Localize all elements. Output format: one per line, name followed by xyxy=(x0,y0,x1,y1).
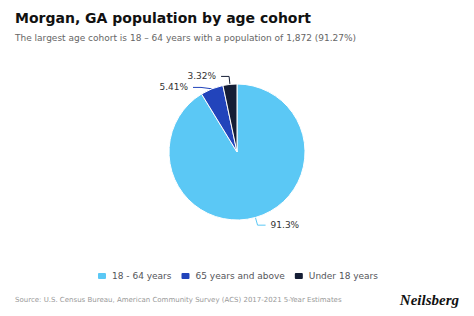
svg-text:91.3%: 91.3% xyxy=(271,220,300,230)
svg-text:5.41%: 5.41% xyxy=(159,82,188,92)
svg-text:3.32%: 3.32% xyxy=(187,71,216,81)
svg-text:Neilsberg: Neilsberg xyxy=(399,292,460,308)
svg-text:Morgan, GA population by age c: Morgan, GA population by age cohort xyxy=(15,10,311,26)
svg-text:65 years and above: 65 years and above xyxy=(195,271,285,281)
svg-text:Under 18 years: Under 18 years xyxy=(309,271,378,281)
svg-text:The largest age cohort is 18 –: The largest age cohort is 18 – 64 years … xyxy=(14,33,356,43)
svg-text:Source: U.S. Census Bureau, Am: Source: U.S. Census Bureau, American Com… xyxy=(15,296,342,304)
svg-text:18 - 64 years: 18 - 64 years xyxy=(112,271,172,281)
